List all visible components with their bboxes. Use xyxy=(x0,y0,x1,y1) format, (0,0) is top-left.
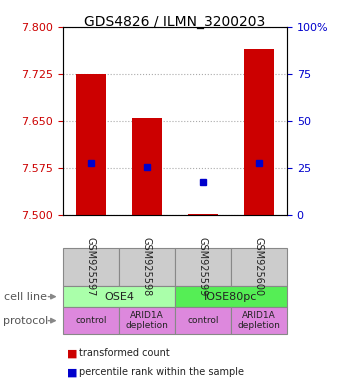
Text: GDS4826 / ILMN_3200203: GDS4826 / ILMN_3200203 xyxy=(84,15,266,29)
Text: ARID1A
depletion: ARID1A depletion xyxy=(238,311,280,330)
Bar xyxy=(244,49,274,215)
Text: ■: ■ xyxy=(66,348,77,358)
Text: GSM925597: GSM925597 xyxy=(86,237,96,296)
Text: GSM925599: GSM925599 xyxy=(198,237,208,296)
Text: control: control xyxy=(187,316,219,325)
Bar xyxy=(76,74,106,215)
Text: percentile rank within the sample: percentile rank within the sample xyxy=(79,367,244,377)
Text: control: control xyxy=(75,316,107,325)
Text: ■: ■ xyxy=(66,367,77,377)
Text: protocol: protocol xyxy=(4,316,49,326)
Bar xyxy=(132,118,162,215)
Text: GSM925598: GSM925598 xyxy=(142,237,152,296)
Text: GSM925600: GSM925600 xyxy=(254,237,264,296)
Text: ARID1A
depletion: ARID1A depletion xyxy=(126,311,168,330)
Text: IOSE80pc: IOSE80pc xyxy=(204,291,258,302)
Text: cell line: cell line xyxy=(4,291,47,302)
Bar xyxy=(188,214,218,215)
Text: transformed count: transformed count xyxy=(79,348,169,358)
Text: OSE4: OSE4 xyxy=(104,291,134,302)
